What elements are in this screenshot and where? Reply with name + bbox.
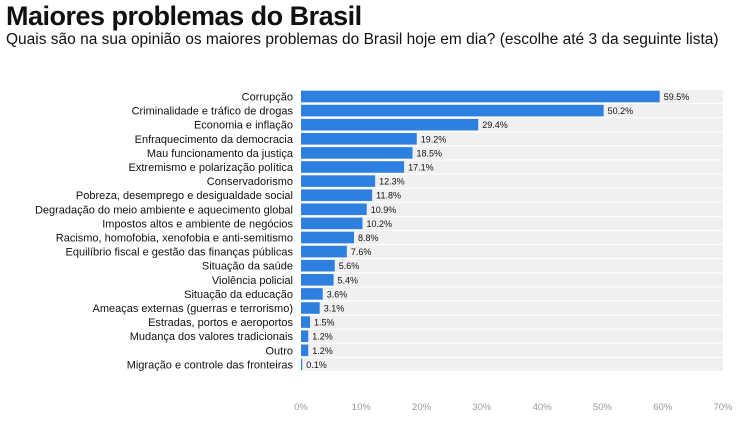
data-label: 1.5%	[314, 318, 335, 328]
bar-track	[301, 343, 723, 357]
data-label: 10.2%	[366, 219, 392, 229]
category-label: Migração e controle das fronteiras	[127, 359, 294, 371]
x-tick-label: 60%	[653, 402, 673, 413]
data-label: 7.6%	[351, 247, 372, 257]
data-label: 3.1%	[324, 304, 345, 314]
data-label: 1.2%	[312, 332, 333, 342]
bar	[301, 189, 373, 201]
bar-track	[301, 245, 723, 259]
category-label: Extremismo e polarização política	[129, 162, 294, 174]
category-label: Economia e inflação	[194, 120, 293, 132]
x-tick-label: 10%	[352, 402, 372, 413]
bar	[301, 147, 413, 159]
bar-track	[301, 259, 723, 273]
bar	[301, 90, 660, 103]
category-label: Racismo, homofobia, xenofobia e anti-sem…	[56, 233, 293, 245]
bar-track	[301, 287, 723, 301]
data-label: 50.2%	[608, 106, 634, 116]
x-tick-label: 30%	[472, 402, 492, 413]
category-label: Corrupção	[242, 92, 293, 104]
bar-track	[301, 329, 723, 343]
bar	[301, 203, 367, 216]
data-label: 0.1%	[306, 360, 327, 370]
x-tick-label: 50%	[593, 402, 613, 413]
x-tick-label: 70%	[713, 402, 733, 413]
bar	[301, 175, 376, 187]
category-label: Situação da educação	[184, 289, 293, 301]
category-label: Pobreza, desemprego e desigualdade socia…	[76, 190, 293, 202]
bar	[301, 330, 309, 342]
category-label: Mau funcionamento da justiça	[147, 148, 294, 160]
chart-title: Maiores problemas do Brasil	[6, 1, 362, 31]
bar	[301, 104, 604, 117]
category-label: Enfraquecimento da democracia	[135, 134, 294, 146]
x-tick-label: 20%	[412, 402, 432, 413]
category-label: Conservadorismo	[207, 176, 293, 188]
category-label: Mudança dos valores tradicionais	[130, 331, 294, 343]
bar-track	[301, 273, 723, 287]
x-tick-label: 0%	[294, 402, 308, 413]
data-label: 59.5%	[664, 92, 690, 102]
category-label: Outro	[265, 345, 293, 357]
data-label: 12.3%	[379, 177, 405, 187]
data-label: 29.4%	[482, 120, 508, 130]
data-label: 3.6%	[327, 289, 348, 299]
data-label: 17.1%	[408, 163, 434, 173]
data-label: 5.4%	[338, 275, 359, 285]
data-label: 1.2%	[312, 346, 333, 356]
bar	[301, 217, 363, 230]
category-label: Impostos altos e ambiente de negócios	[102, 218, 293, 230]
bar	[301, 118, 479, 131]
category-label: Ameaças externas (guerras e terrorismo)	[92, 303, 293, 315]
bar	[301, 344, 309, 357]
bar-track	[301, 174, 723, 188]
bar	[301, 302, 320, 314]
data-label: 5.6%	[339, 261, 360, 271]
bar-track	[301, 315, 723, 329]
bar-track	[301, 202, 723, 216]
category-label: Estradas, portos e aeroportos	[148, 317, 293, 329]
x-tick-label: 40%	[533, 402, 553, 413]
bar	[301, 358, 303, 371]
bar	[301, 274, 334, 286]
chart-subtitle: Quais são na sua opinião os maiores prob…	[6, 31, 719, 48]
bar-track	[301, 216, 723, 230]
bar-track	[301, 357, 723, 371]
bar	[301, 288, 323, 300]
data-label: 18.5%	[417, 148, 443, 158]
category-label: Criminalidade e tráfico de drogas	[132, 106, 294, 118]
bar	[301, 259, 335, 272]
bar-track	[301, 188, 723, 202]
bar-track	[301, 231, 723, 244]
category-label: Situação da saúde	[202, 261, 293, 273]
category-label: Equilíbrio fiscal e gestão das finanças …	[66, 247, 294, 259]
data-label: 8.8%	[358, 233, 379, 243]
category-label: Degradação do meio ambiente e aqueciment…	[35, 204, 293, 216]
category-label: Violência policial	[212, 275, 293, 287]
data-label: 10.9%	[371, 205, 397, 215]
bar	[301, 231, 355, 244]
bar-track	[301, 160, 723, 174]
data-label: 11.8%	[376, 191, 401, 201]
bar	[301, 133, 417, 145]
bar-track	[301, 301, 723, 315]
data-label: 19.2%	[421, 134, 447, 144]
bar	[301, 245, 347, 258]
bar	[301, 316, 311, 328]
bar	[301, 161, 405, 173]
